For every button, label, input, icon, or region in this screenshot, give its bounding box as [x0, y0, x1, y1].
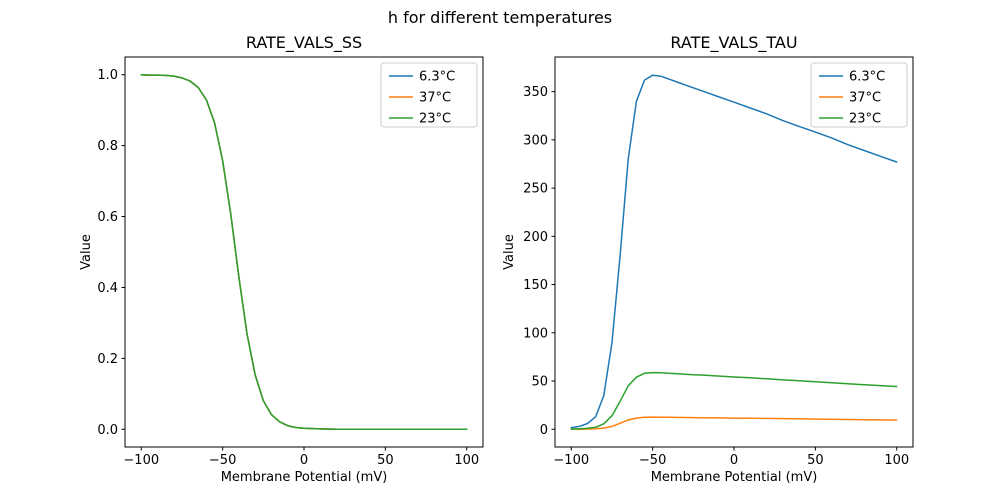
y-tick-label: 0.4	[97, 281, 118, 296]
series-line-23°C	[140, 73, 468, 431]
series-line-23°C	[570, 371, 898, 430]
y-tick-label: 0.8	[97, 139, 118, 154]
x-tick-label: −100	[553, 453, 589, 468]
figure-suptitle: h for different temperatures	[387, 8, 613, 27]
series-line-37°C	[570, 416, 898, 430]
y-axis-label: Value	[79, 234, 94, 270]
x-tick-label: 0	[730, 453, 738, 468]
y-tick-label: 300	[523, 133, 548, 148]
y-tick-label: 0.6	[97, 210, 118, 225]
legend-label-23°C: 23°C	[849, 112, 881, 127]
y-tick-label: 200	[523, 230, 548, 245]
y-tick-label: 100	[523, 326, 548, 341]
subplot-rate_vals_ss: −100 −50 0 50 100 0.0 0.2 0.4 0.6 0.8 1.0 RATE_VALS…	[79, 33, 484, 485]
y-axis-label: Value	[502, 234, 517, 270]
x-tick-label: 100	[454, 453, 479, 468]
y-tick-label: 350	[523, 85, 548, 100]
x-tick-label: 50	[377, 453, 394, 468]
legend-box	[380, 62, 478, 128]
legend-label-37°C: 37°C	[419, 91, 451, 106]
subplot-title: RATE_VALS_SS	[246, 33, 362, 53]
legend-box	[810, 62, 908, 128]
legend-label-37°C: 37°C	[849, 91, 881, 106]
x-tick-label: 100	[884, 453, 909, 468]
legend: 6.3°C 37°C 23°C	[810, 62, 908, 128]
y-tick-label: 0	[540, 423, 548, 438]
y-tick-label: 1.0	[97, 68, 118, 83]
y-tick-label: 0.0	[97, 423, 118, 438]
y-tick-label: 50	[531, 375, 548, 390]
y-tick-label: 0.2	[97, 352, 118, 367]
subplot-rate_vals_tau: −100 −50 0 50 100 0 50 100 150 200 250 300 350 RATE_V…	[502, 33, 914, 485]
x-axis-label: Membrane Potential (mV)	[651, 470, 818, 485]
x-tick-label: −50	[639, 453, 666, 468]
x-axis-label: Membrane Potential (mV)	[221, 470, 388, 485]
y-tick-label: 250	[523, 182, 548, 197]
x-tick-label: 0	[300, 453, 308, 468]
y-tick-label: 150	[523, 278, 548, 293]
legend-label-6.3°C: 6.3°C	[849, 70, 885, 85]
series-line-6.3°C	[570, 74, 898, 429]
legend: 6.3°C 37°C 23°C	[380, 62, 478, 128]
subplot-title: RATE_VALS_TAU	[670, 33, 797, 53]
x-tick-label: 50	[807, 453, 824, 468]
x-tick-label: −50	[209, 453, 236, 468]
x-tick-label: −100	[123, 453, 159, 468]
legend-label-6.3°C: 6.3°C	[419, 70, 455, 85]
legend-label-23°C: 23°C	[419, 112, 451, 127]
